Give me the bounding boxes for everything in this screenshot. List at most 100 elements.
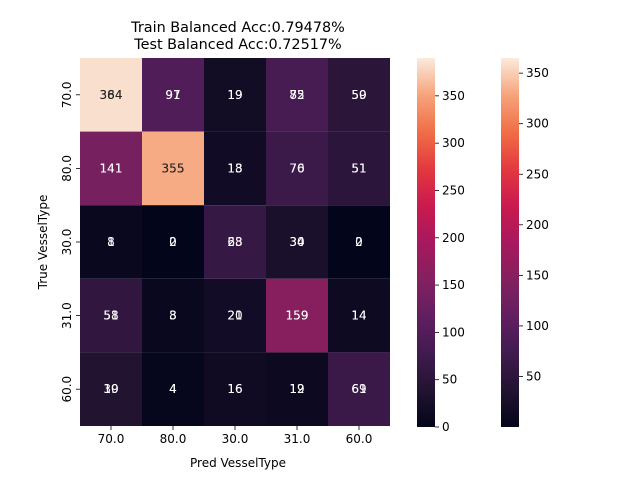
y-axis-label: True VesselType [36, 195, 50, 291]
annotation-test-r1-c0: 141 [100, 161, 123, 175]
heatmap-cell-r3-c4 [328, 278, 390, 353]
annotation-test-r0-c2: 19 [227, 88, 242, 102]
annotation-train-r3-c1: 8 [169, 309, 177, 323]
heatmap-cell-r4-c0 [80, 352, 142, 426]
heatmap-cell-r1-c1 [142, 131, 204, 206]
heatmap-cell-r1-c3 [266, 131, 328, 206]
heatmap-cell-r0-c3 [266, 58, 328, 132]
annotation-train-r2-c4: 0 [355, 235, 363, 249]
y-tick-label-0: 70.0 [60, 81, 74, 108]
colorbar-train-tick-label-4: 200 [442, 231, 465, 245]
annotation-test-r1-c1: 355 [162, 161, 185, 175]
heatmap-cell-r3-c1 [142, 278, 204, 353]
annotation-train-r2-c3: 30 [289, 235, 304, 249]
y-tick-label-2: 30.0 [60, 229, 74, 256]
heatmap-cell-r2-c3 [266, 205, 328, 279]
heatmap-cell-r0-c0 [80, 58, 142, 132]
heatmap-cell-r1-c0 [80, 131, 142, 206]
annotation-test-r1-c3: 76 [289, 161, 304, 175]
colorbar-train-tick-label-2: 100 [442, 325, 465, 339]
annotation-train-r0-c3: 85 [289, 88, 304, 102]
annotation-test-r3-c4: 14 [351, 309, 366, 323]
x-tick-label-3: 31.0 [284, 432, 311, 446]
annotation-test-r0-c0: 364 [100, 88, 123, 102]
annotation-train-r3-c3: 159 [286, 309, 309, 323]
annotation-test-r2-c4: 2 [355, 235, 363, 249]
y-axis-ticks: 70.0 80.0 30.0 31.0 60.0 [60, 81, 80, 403]
annotation-train-r1-c3: 70 [289, 161, 304, 175]
annotation-test-r0-c4: 59 [351, 88, 366, 102]
annotation-test-r2-c1: 2 [169, 235, 177, 249]
y-tick-label-1: 80.0 [60, 155, 74, 182]
annotation-test-r4-c4: 61 [351, 382, 366, 396]
x-axis-ticks: 70.0 80.0 30.0 31.0 60.0 [98, 426, 372, 446]
colorbar-test-tick-label-4: 250 [526, 167, 549, 181]
annotation-train-r4-c0: 39 [103, 382, 118, 396]
annotation-train-r1-c2: 18 [227, 161, 242, 175]
heatmap-cell-r2-c4 [328, 205, 390, 279]
heatmap-cell-r4-c4 [328, 352, 390, 426]
title-line-test: Test Balanced Acc:0.72517% [133, 37, 341, 53]
y-tick-label-4: 60.0 [60, 376, 74, 403]
colorbar-train-tick-label-0: 0 [442, 420, 450, 434]
x-tick-label-2: 30.0 [222, 432, 249, 446]
annotation-test-r4-c2: 16 [227, 382, 242, 396]
heatmap-cell-r0-c2 [204, 58, 266, 132]
heatmap-cell-r0-c1 [142, 58, 204, 132]
colorbar-test-tick-label-1: 100 [526, 319, 549, 333]
annotation-train-r0-c4: 50 [351, 88, 366, 102]
y-tick-label-3: 31.0 [60, 302, 74, 329]
annotation-train-r3-c2: 20 [227, 309, 242, 323]
colorbar-train-tick-label-6: 300 [442, 136, 465, 150]
heatmap-cell-r2-c1 [142, 205, 204, 279]
annotation-test-r4-c3: 19 [289, 382, 304, 396]
colorbar-test-tick-label-0: 50 [526, 369, 541, 383]
annotation-train-r2-c2: 63 [227, 235, 242, 249]
colorbar-train-tick-label-7: 350 [442, 89, 465, 103]
annotation-train-r3-c0: 58 [103, 309, 118, 323]
heatmap-cell-r0-c4 [328, 58, 390, 132]
annotation-train-r4-c1: 4 [169, 382, 177, 396]
heatmap-cell-r4-c1 [142, 352, 204, 426]
annotation-train-r4-c4: 69 [351, 382, 366, 396]
annotation-test-r0-c3: 72 [289, 88, 304, 102]
annotation-test-r2-c3: 34 [289, 235, 304, 249]
annotation-test-r4-c1: 4 [169, 382, 177, 396]
heatmap-cell-r1-c2 [204, 131, 266, 206]
colorbar-test-tick-label-3: 200 [526, 218, 549, 232]
annotation-test-r1-c2: 13 [227, 161, 242, 175]
annotation-test-r1-c4: 51 [351, 161, 366, 175]
annotation-train-r1-c0: 141 [100, 161, 123, 175]
annotation-train-r1-c4: 51 [351, 161, 366, 175]
colorbar-test: 50 100 150 200 250 300 350 [501, 58, 549, 427]
title-line-train: Train Balanced Acc:0.79478% [130, 20, 345, 36]
annotation-test-r3-c0: 51 [103, 309, 118, 323]
annotation-test-r2-c0: 1 [107, 235, 115, 249]
annotation-train-r1-c1: 355 [162, 161, 185, 175]
colorbar-train: 0 50 100 150 200 250 300 350 [417, 58, 465, 434]
annotation-test-r0-c1: 91 [165, 88, 180, 102]
x-tick-label-0: 70.0 [98, 432, 125, 446]
annotation-train-r3-c4: 14 [351, 309, 366, 323]
annotation-train-r0-c2: 19 [227, 88, 242, 102]
colorbar-train-tick-label-3: 150 [442, 278, 465, 292]
annotation-test-r2-c2: 28 [227, 235, 242, 249]
heatmap-cell-r2-c0 [80, 205, 142, 279]
x-tick-label-1: 80.0 [160, 432, 187, 446]
annotation-train-r0-c0: 384 [100, 88, 123, 102]
annotation-train-r2-c0: 8 [107, 235, 115, 249]
annotation-train-r2-c1: 0 [169, 235, 177, 249]
heatmap-cell-r1-c4 [328, 131, 390, 206]
colorbar-test-tick-label-2: 150 [526, 268, 549, 282]
heatmap-cell-r3-c0 [80, 278, 142, 353]
colorbar-train-tick-label-1: 50 [442, 373, 457, 387]
chart-title: Train Balanced Acc:0.79478% Test Balance… [130, 20, 345, 53]
colorbar-train-gradient [417, 58, 435, 427]
heatmap-cell-r4-c2 [204, 352, 266, 426]
annotation-test-r3-c1: 3 [169, 309, 177, 323]
colorbar-test-gradient [501, 58, 519, 427]
annotation-train-r4-c3: 12 [289, 382, 304, 396]
heatmap-cell-r2-c2 [204, 205, 266, 279]
